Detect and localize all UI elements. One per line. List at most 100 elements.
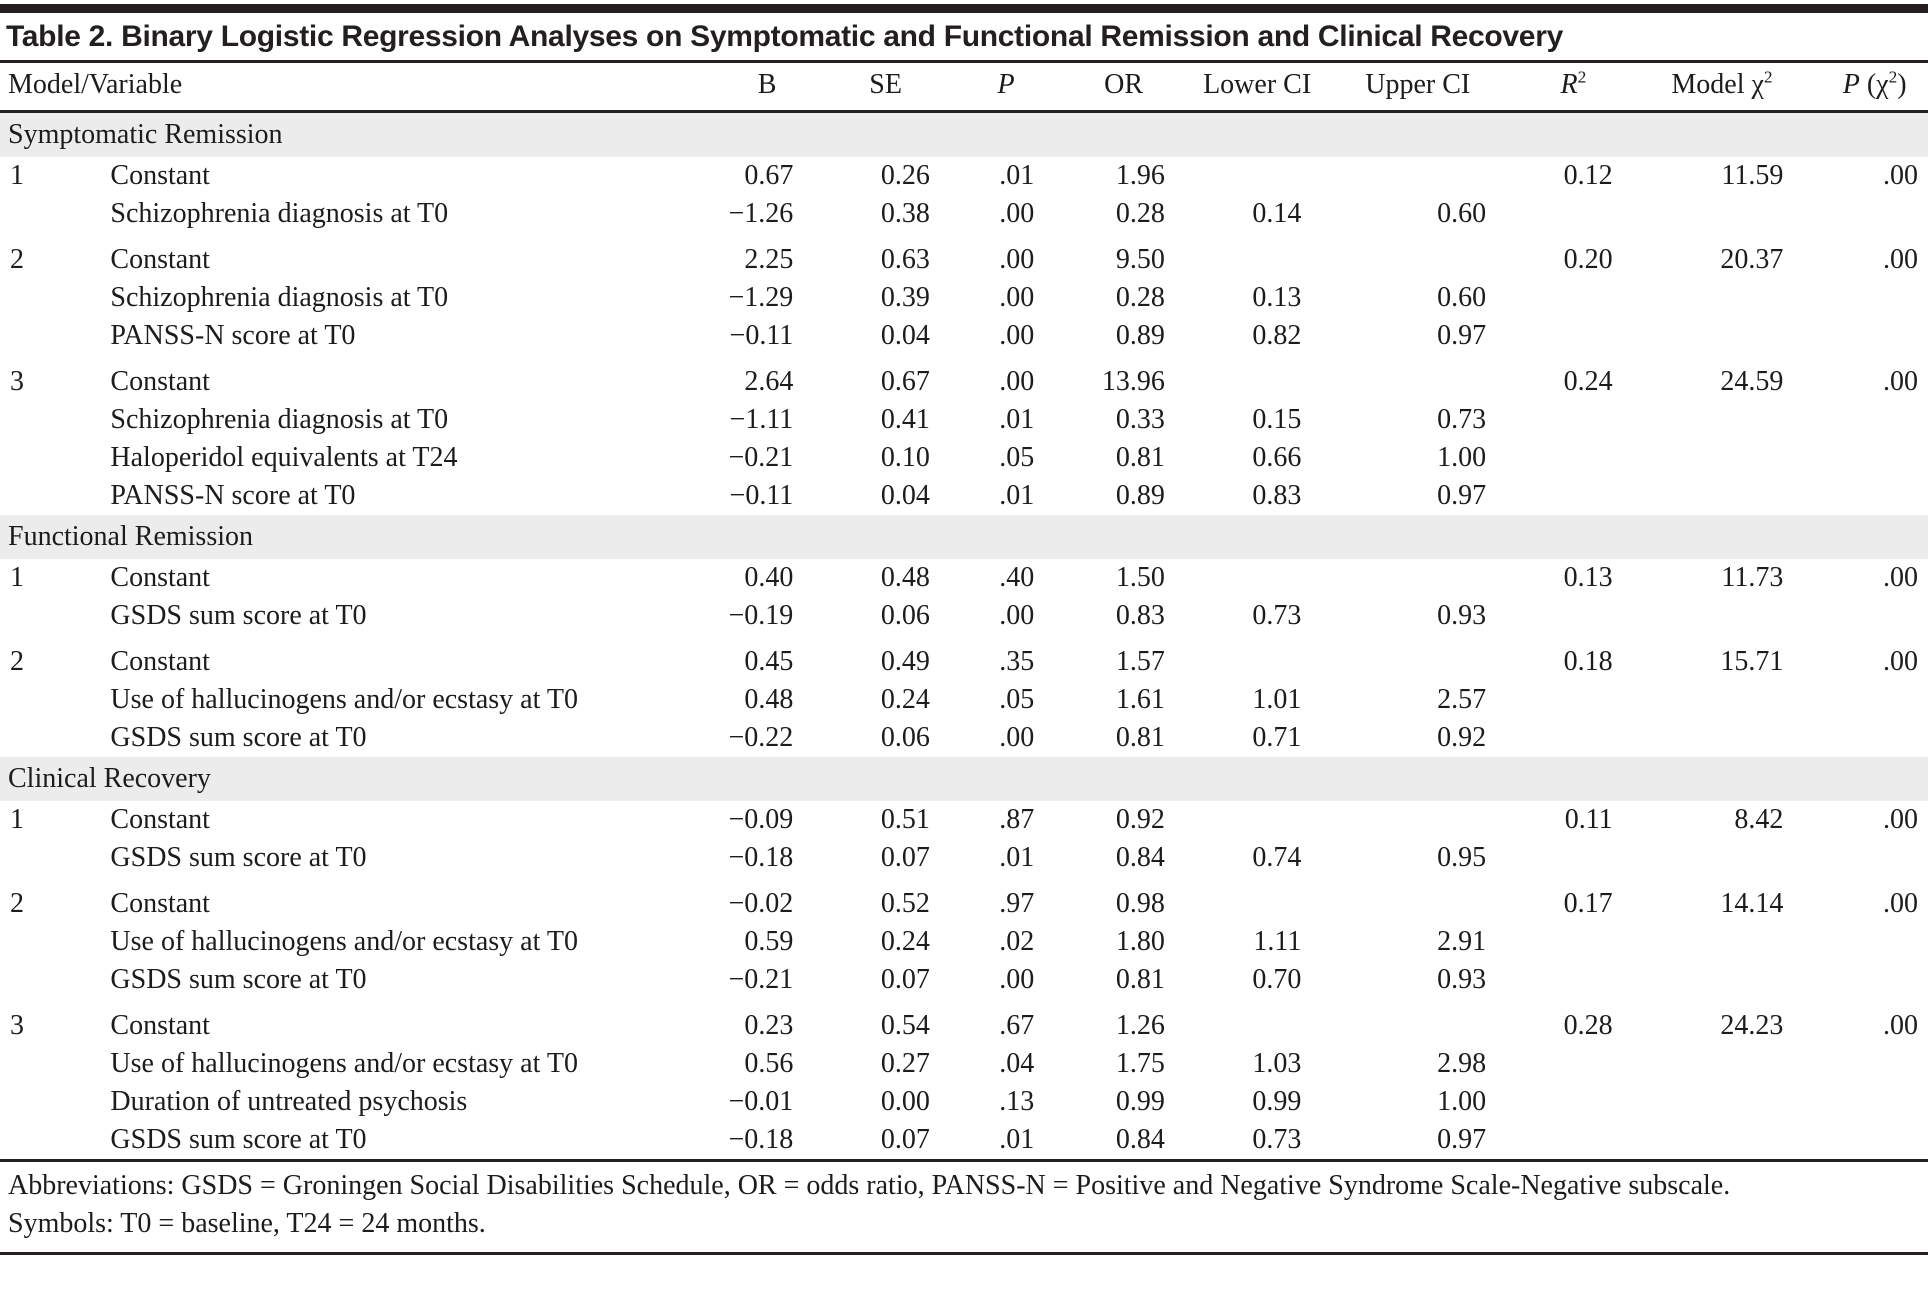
footnote-symbols: Symbols: T0 = baseline, T24 = 24 months. (8, 1208, 486, 1239)
cell-se: 0.06 (880, 600, 930, 631)
cell-p: .00 (999, 282, 1035, 313)
cell-model-number (0, 279, 100, 317)
cell-se: 0.52 (880, 888, 930, 919)
column-header-or: OR (1044, 61, 1175, 113)
cell-model_chi2 (1623, 195, 1794, 233)
table-row: GSDS sum score at T0 −0.19 0.06 .00 0.83 0.73… (0, 597, 1928, 635)
cell-or: 0.81 (1115, 964, 1165, 995)
cell-model_chi2 (1623, 1121, 1794, 1159)
table-row: GSDS sum score at T0 −0.21 0.07 .00 0.81 0.70… (0, 961, 1928, 999)
cell-p_chi2 (1793, 923, 1928, 961)
cell-upper_ci: 0.97 (1437, 320, 1487, 351)
cell-model_chi2 (1623, 317, 1794, 355)
cell-se: 0.54 (880, 1010, 930, 1041)
cell-upper_ci: 0.97 (1437, 1124, 1487, 1155)
table-row: 1 Constant 0.67 0.26 .01 1.96 0.12 11.59 .00 (0, 157, 1928, 195)
cell-model-number: 3 (10, 366, 24, 397)
cell-variable: GSDS sum score at T0 (110, 964, 367, 995)
cell-r2 (1496, 1083, 1623, 1121)
cell-b: 0.67 (744, 160, 794, 191)
column-header-upper_ci: Upper CI (1311, 61, 1497, 113)
cell-model_chi2: 20.37 (1720, 244, 1784, 275)
table-row: PANSS-N score at T0 −0.11 0.04 .00 0.89 0.82 0… (0, 317, 1928, 355)
cell-upper_ci: 0.60 (1437, 198, 1487, 229)
cell-lower_ci: 1.01 (1252, 684, 1302, 715)
cell-upper_ci: 0.73 (1437, 404, 1487, 435)
cell-model_chi2: 24.23 (1720, 1010, 1784, 1041)
cell-upper_ci (1311, 999, 1496, 1045)
cell-r2 (1496, 597, 1623, 635)
cell-variable: Constant (110, 562, 210, 593)
cell-p_chi2 (1793, 681, 1928, 719)
cell-b: −1.29 (728, 282, 794, 313)
cell-model-number (0, 1045, 100, 1083)
cell-r2 (1496, 1045, 1623, 1083)
table-row: 1 Constant −0.09 0.51 .87 0.92 0.11 8.42 .00 (0, 801, 1928, 839)
table-row: Duration of untreated psychosis −0.01 0.00… (0, 1083, 1928, 1121)
column-header-p: P (939, 61, 1045, 113)
cell-b: −0.01 (728, 1086, 794, 1117)
cell-or: 0.83 (1115, 600, 1165, 631)
cell-model-number (0, 1121, 100, 1159)
column-header-r2: R2 (1496, 61, 1623, 113)
cell-b: −0.02 (728, 888, 794, 919)
cell-r2 (1496, 961, 1623, 999)
cell-b: −0.09 (728, 804, 794, 835)
cell-or: 13.96 (1101, 366, 1165, 397)
table-row: 1 Constant 0.40 0.48 .40 1.50 0.13 11.73 .00 (0, 559, 1928, 597)
cell-b: 0.56 (744, 1048, 794, 1079)
cell-p_chi2: .00 (1883, 888, 1918, 919)
cell-p_chi2: .00 (1883, 1010, 1918, 1041)
cell-upper_ci: 2.98 (1437, 1048, 1487, 1079)
cell-lower_ci: 0.13 (1252, 282, 1302, 313)
cell-b: −0.19 (728, 600, 794, 631)
cell-model_chi2 (1623, 279, 1794, 317)
section-header: Functional Remission (0, 515, 1928, 559)
cell-r2 (1496, 317, 1623, 355)
cell-variable: Constant (110, 646, 210, 677)
cell-se: 0.41 (880, 404, 930, 435)
cell-b: −0.21 (728, 964, 794, 995)
table-row: 2 Constant −0.02 0.52 .97 0.98 0.17 14.14 .00 (0, 877, 1928, 923)
cell-model-number (0, 681, 100, 719)
cell-p: .05 (999, 442, 1035, 473)
cell-r2 (1496, 719, 1623, 757)
cell-p: .00 (999, 320, 1035, 351)
section-row: Symptomatic Remission (0, 111, 1928, 157)
cell-p_chi2 (1793, 279, 1928, 317)
cell-model_chi2: 11.59 (1721, 160, 1784, 191)
table-row: 3 Constant 0.23 0.54 .67 1.26 0.28 24.23 .00 (0, 999, 1928, 1045)
cell-variable: Use of hallucinogens and/or ecstasy at T… (110, 926, 578, 957)
cell-model_chi2 (1623, 961, 1794, 999)
cell-or: 1.26 (1115, 1010, 1165, 1041)
cell-model_chi2 (1623, 477, 1794, 515)
cell-upper_ci: 0.92 (1437, 722, 1487, 753)
table-title: Table 2. Binary Logistic Regression Anal… (6, 20, 1563, 53)
cell-upper_ci: 0.93 (1437, 600, 1487, 631)
cell-p_chi2 (1793, 317, 1928, 355)
cell-variable: Constant (110, 244, 210, 275)
cell-se: 0.07 (880, 842, 930, 873)
cell-r2 (1496, 1121, 1623, 1159)
table-row: GSDS sum score at T0 −0.22 0.06 .00 0.81 0.71… (0, 719, 1928, 757)
cell-model_chi2: 8.42 (1734, 804, 1784, 835)
cell-p: .00 (999, 600, 1035, 631)
cell-model_chi2 (1623, 681, 1794, 719)
cell-model-number: 1 (10, 804, 24, 835)
cell-or: 0.89 (1115, 320, 1165, 351)
cell-p_chi2: .00 (1883, 366, 1918, 397)
cell-model_chi2 (1623, 1045, 1794, 1083)
cell-model_chi2: 11.73 (1721, 562, 1784, 593)
cell-variable: Schizophrenia diagnosis at T0 (110, 404, 449, 435)
cell-se: 0.48 (880, 562, 930, 593)
cell-lower_ci (1175, 877, 1312, 923)
cell-se: 0.39 (880, 282, 930, 313)
cell-variable: Constant (110, 888, 210, 919)
footnote-abbreviations: Abbreviations: GSDS = Groningen Social D… (8, 1170, 1731, 1201)
cell-or: 1.57 (1115, 646, 1165, 677)
table-footnotes: Abbreviations: GSDS = Groningen Social D… (0, 1159, 1928, 1255)
cell-model_chi2 (1623, 923, 1794, 961)
column-header-b: B (702, 61, 804, 113)
cell-model_chi2 (1623, 839, 1794, 877)
table-row: Use of hallucinogens and/or ecstasy at T… (0, 681, 1928, 719)
